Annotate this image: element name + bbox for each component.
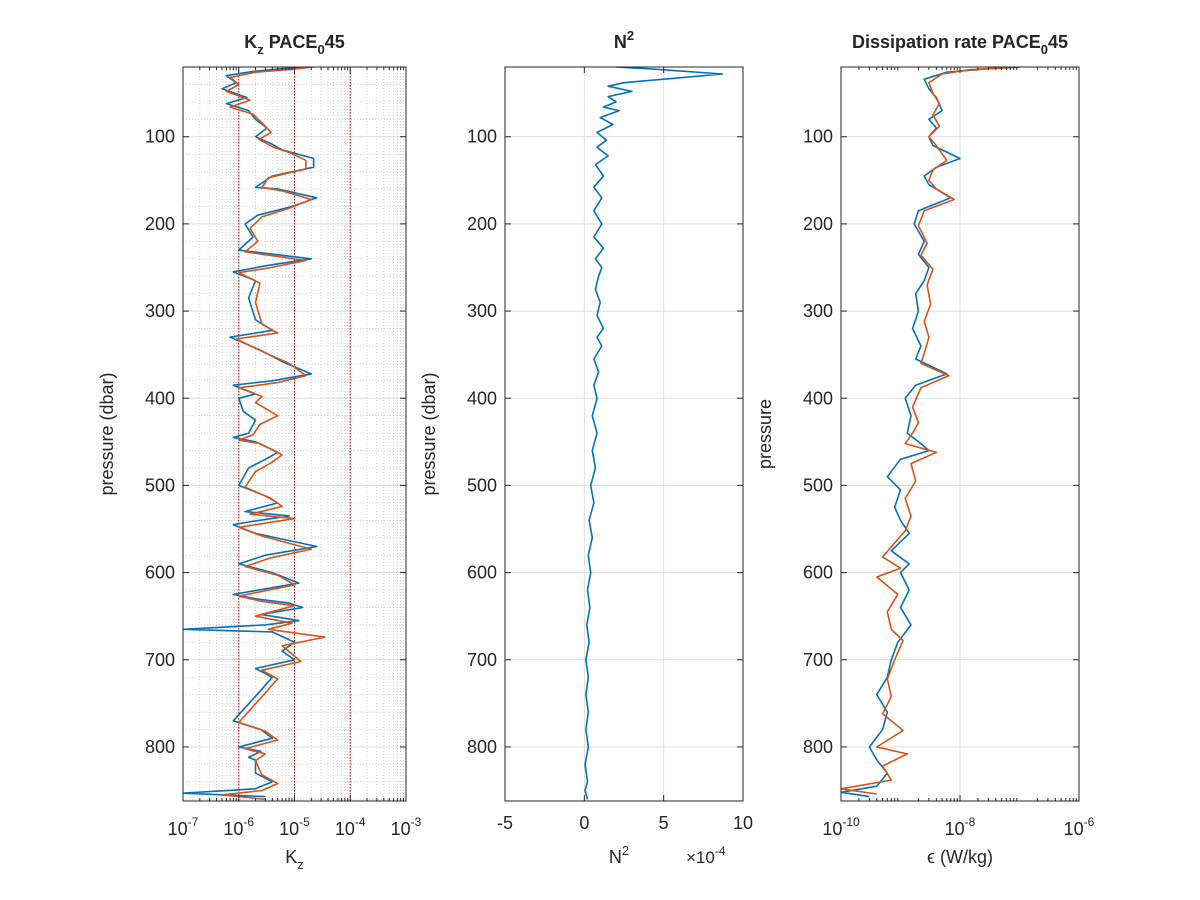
n2-x-tick-label: -5 bbox=[497, 813, 513, 833]
n2-x-label: N2 bbox=[609, 843, 629, 867]
kz-x-tick-label: 10-3 bbox=[391, 815, 422, 839]
n2-series bbox=[584, 67, 724, 800]
kz-ticks bbox=[182, 67, 407, 801]
dissipation-x-tick-label: 10-6 bbox=[1064, 815, 1095, 839]
dissipation-title: Dissipation rate PACE045 bbox=[852, 32, 1068, 57]
n2-panel: -5 0 5 10 100 200 300 400 500 600 700 800 N2 N2 ×1… bbox=[419, 28, 753, 867]
dissipation-panel: 10-10 10-8 10-6 100 200 300 400 500 600 700 800… bbox=[755, 32, 1095, 867]
kz-x-tick-label: 10-6 bbox=[223, 815, 254, 839]
n2-x-tick-label: 10 bbox=[733, 813, 753, 833]
n2-y-label: pressure (dbar) bbox=[419, 372, 439, 495]
kz-series bbox=[183, 67, 326, 801]
kz-x-tick-labels: 10-7 10-6 10-5 10-4 10-3 bbox=[168, 815, 422, 839]
n2-y-tick-label: 500 bbox=[467, 475, 497, 495]
dissipation-y-tick-label: 300 bbox=[803, 301, 833, 321]
kz-x-tick-label: 10-7 bbox=[168, 815, 199, 839]
n2-y-tick-label: 100 bbox=[467, 127, 497, 147]
kz-series-line-1 bbox=[183, 67, 318, 798]
n2-series-line-1 bbox=[584, 67, 724, 800]
n2-y-tick-label: 600 bbox=[467, 563, 497, 583]
n2-y-tick-label: 300 bbox=[467, 301, 497, 321]
n2-title: N2 bbox=[614, 28, 634, 52]
n2-x-tick-label: 0 bbox=[579, 813, 589, 833]
kz-y-tick-label: 500 bbox=[145, 475, 175, 495]
kz-x-label: Kz bbox=[285, 847, 304, 872]
dissipation-x-tick-labels: 10-10 10-8 10-6 bbox=[822, 815, 1094, 839]
kz-y-tick-label: 300 bbox=[145, 301, 175, 321]
kz-y-tick-label: 400 bbox=[145, 388, 175, 408]
dissipation-series bbox=[841, 67, 1020, 798]
kz-series-line-2 bbox=[221, 67, 326, 801]
dissipation-y-tick-label: 800 bbox=[803, 737, 833, 757]
kz-title: Kz PACE045 bbox=[244, 32, 344, 57]
dissipation-series-line-2 bbox=[841, 67, 1020, 795]
dissipation-x-tick-label: 10-10 bbox=[822, 815, 860, 839]
n2-y-tick-label: 700 bbox=[467, 650, 497, 670]
n2-y-tick-label: 200 bbox=[467, 214, 497, 234]
dissipation-x-label: ϵ (W/kg) bbox=[927, 847, 993, 867]
dissipation-x-tick-label: 10-8 bbox=[945, 815, 976, 839]
kz-y-tick-label: 700 bbox=[145, 650, 175, 670]
n2-axes-box bbox=[504, 66, 744, 802]
n2-x-tick-labels: -5 0 5 10 bbox=[497, 813, 753, 833]
n2-x-exponent: ×10-4 bbox=[686, 844, 726, 867]
dissipation-y-tick-label: 200 bbox=[803, 214, 833, 234]
kz-y-tick-label: 600 bbox=[145, 563, 175, 583]
n2-x-tick-label: 5 bbox=[659, 813, 669, 833]
dissipation-y-tick-label: 500 bbox=[803, 475, 833, 495]
kz-y-tick-label: 100 bbox=[145, 127, 175, 147]
kz-x-tick-label: 10-4 bbox=[335, 815, 366, 839]
kz-y-tick-label: 200 bbox=[145, 214, 175, 234]
dissipation-y-tick-label: 600 bbox=[803, 563, 833, 583]
n2-y-tick-label: 400 bbox=[467, 388, 497, 408]
dissipation-series-line-1 bbox=[841, 67, 1020, 798]
kz-reference-lines bbox=[238, 67, 351, 801]
dissipation-y-tick-labels: 100 200 300 400 500 600 700 800 bbox=[803, 127, 833, 757]
dissipation-y-tick-label: 700 bbox=[803, 650, 833, 670]
kz-y-tick-label: 800 bbox=[145, 737, 175, 757]
kz-y-tick-labels: 100 200 300 400 500 600 700 800 bbox=[145, 127, 175, 757]
kz-y-label: pressure (dbar) bbox=[97, 372, 117, 495]
n2-y-tick-labels: 100 200 300 400 500 600 700 800 bbox=[467, 127, 497, 757]
dissipation-y-tick-label: 400 bbox=[803, 388, 833, 408]
dissipation-y-tick-label: 100 bbox=[803, 127, 833, 147]
kz-x-tick-label: 10-5 bbox=[279, 815, 310, 839]
kz-panel: 10-7 10-6 10-5 10-4 10-3 100 200 300 400 500… bbox=[97, 32, 422, 872]
n2-ticks bbox=[504, 67, 744, 801]
dissipation-y-label: pressure bbox=[755, 399, 775, 469]
n2-y-tick-label: 800 bbox=[467, 737, 497, 757]
dissipation-ticks bbox=[840, 67, 1080, 801]
